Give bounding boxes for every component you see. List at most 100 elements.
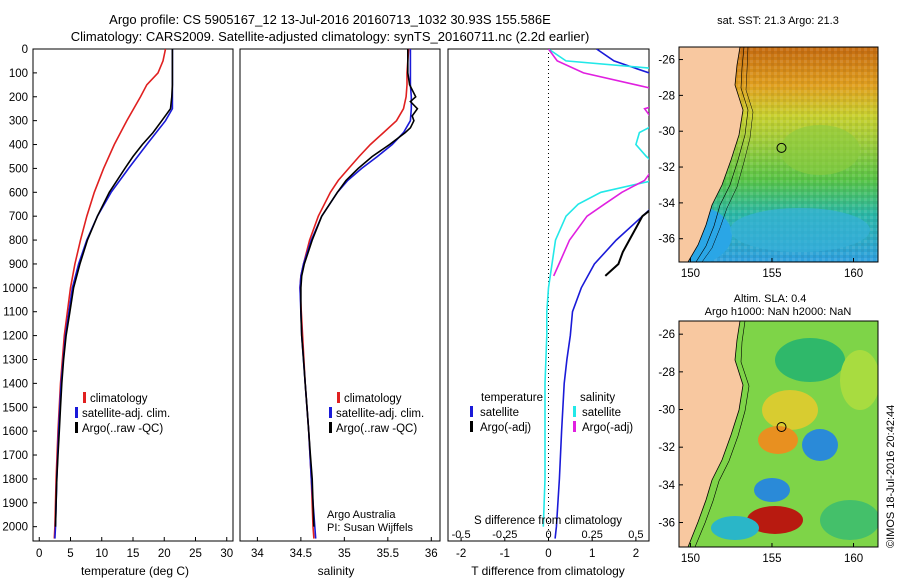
lat-tick-label: -36: [658, 518, 675, 530]
depth-tick-label: 0: [22, 44, 28, 56]
depth-tick-label: 400: [9, 140, 28, 152]
depth-tick-label: 600: [9, 187, 28, 199]
s-difference-tick-label: 0: [545, 529, 551, 541]
s-difference-label: S difference from climatology: [474, 515, 622, 527]
sla-high: [840, 350, 878, 410]
salinity-x-axis: 34 34.5 35 35.5 36: [251, 537, 438, 560]
legend-label-t-argo: Argo(-adj): [480, 422, 531, 434]
coastline: [687, 47, 744, 262]
watermark: ©IMOS 18-Jul-2016 20:42:44: [885, 405, 897, 548]
legend-swatch-satellite: [75, 407, 78, 418]
sla-low: [820, 500, 878, 540]
lat-tick-label: -28: [658, 367, 675, 379]
land-mask: [679, 321, 743, 547]
sla-map-frame: [678, 320, 879, 548]
legend-label-s-argo: Argo(-adj): [582, 422, 633, 434]
s-difference-tick-label: -0.5: [452, 529, 471, 541]
land-mask: [679, 47, 743, 262]
x-tick-label: 0: [545, 548, 551, 560]
depth-tick-label: 900: [9, 259, 28, 271]
legend-swatch-argo: [75, 422, 78, 433]
salinity-panel: 34 34.5 35 35.5 36 salinity climatology sate…: [239, 48, 441, 578]
sla-map-title: Altim. SLA: 0.4: [734, 293, 807, 305]
x-tick-label: 25: [189, 548, 202, 560]
depth-tick-label: 2000: [2, 522, 28, 534]
sla-map-image: [679, 321, 878, 547]
lat-tick-label: -26: [658, 329, 675, 341]
figure-title-line2: Climatology: CARS2009. Satellite-adjuste…: [70, 29, 590, 44]
depth-tick-label: 300: [9, 116, 28, 128]
sla-high: [762, 390, 818, 430]
temperature-panel: 0100200300400500600700800900100011001200…: [2, 44, 234, 578]
depth-tick-label: 1000: [2, 283, 28, 295]
coastline: [687, 321, 744, 547]
x-tick-label: -1: [500, 548, 510, 560]
t-difference-x-axis: -2 -1 0 1 2: [456, 537, 639, 560]
legend-label-satellite: satellite-adj. clim.: [336, 408, 424, 420]
depth-tick-label: 200: [9, 92, 28, 104]
lat-tick-label: -36: [658, 234, 675, 246]
sla-low: [754, 478, 790, 502]
temperature-series: [53, 48, 174, 539]
salinity-xlabel: salinity: [318, 564, 355, 578]
argo-position-marker: [776, 422, 787, 432]
salinity-series: [299, 48, 419, 539]
legend-label-satellite: satellite-adj. clim.: [82, 408, 170, 420]
annotation-line1: Argo Australia: [327, 509, 396, 521]
lat-tick-label: -30: [658, 405, 675, 417]
legend-header-temperature: temperature: [481, 392, 543, 404]
figure-title-line1: Argo profile: CS 5905167_12 13-Jul-2016 …: [109, 12, 551, 27]
x-tick-label: -2: [456, 548, 466, 560]
sst-map-image: [679, 47, 878, 262]
depth-tick-label: 700: [9, 211, 28, 223]
x-tick-label: 15: [127, 548, 140, 560]
s-difference-tick-label: 0.5: [628, 529, 643, 541]
legend-label-t-satellite: satellite: [480, 407, 519, 419]
argo-position-marker: [776, 142, 787, 153]
legend-label-climatology: climatology: [90, 393, 148, 405]
legend-swatch-t-argo: [470, 421, 473, 432]
legend-label-climatology: climatology: [344, 393, 402, 405]
sst-map-axes: 150 155 160 -26 -28 -30 -32 -34 -36: [658, 55, 863, 280]
sla-low: [802, 429, 838, 461]
legend-swatch-argo: [329, 422, 332, 433]
lat-tick-label: -34: [658, 480, 675, 492]
legend-swatch-s-argo: [573, 421, 576, 432]
s-difference-tick-label: -0.25: [492, 529, 517, 541]
sla-high: [758, 426, 798, 454]
s-satellite-line: [542, 49, 649, 527]
legend-label-argo: Argo(..raw -QC): [82, 423, 163, 435]
x-tick-label: 0: [36, 548, 42, 560]
x-tick-label: 1: [589, 548, 595, 560]
depth-tick-label: 1300: [2, 354, 28, 366]
x-tick-label: 36: [425, 548, 438, 560]
sst-map-title: sat. SST: 21.3 Argo: 21.3: [717, 15, 839, 27]
depth-tick-label: 1600: [2, 426, 28, 438]
isobath: [694, 321, 750, 547]
isobath: [695, 47, 749, 262]
legend-header-salinity: salinity: [580, 392, 615, 404]
sla-low: [775, 338, 845, 382]
x-tick-label: 5: [67, 548, 73, 560]
x-tick-label: 20: [158, 548, 171, 560]
sst-map-frame: [678, 46, 879, 263]
depth-tick-label: 1100: [3, 307, 28, 319]
sla-map-axes: 150 155 160 -26 -28 -30 -32 -34 -36: [658, 329, 863, 565]
temperature-plot-frame: [32, 48, 234, 542]
lat-tick-label: -32: [658, 442, 675, 454]
depth-tick-label: 1500: [2, 402, 28, 414]
depth-tick-label: 800: [9, 235, 28, 247]
x-tick-label: 10: [95, 548, 108, 560]
legend-label-s-satellite: satellite: [582, 407, 621, 419]
x-tick-label: 34.5: [290, 548, 312, 560]
isobath: [701, 47, 754, 262]
annotation-line2: PI: Susan Wijffels: [327, 522, 413, 534]
legend-swatch-satellite: [329, 407, 332, 418]
x-tick-label: 34: [251, 548, 264, 560]
x-tick-label: 35: [338, 548, 351, 560]
legend-swatch-climatology: [83, 392, 86, 403]
legend-swatch-s-satellite: [573, 406, 576, 417]
lat-tick-label: -34: [658, 198, 675, 210]
t-satellite-line: [554, 49, 649, 539]
